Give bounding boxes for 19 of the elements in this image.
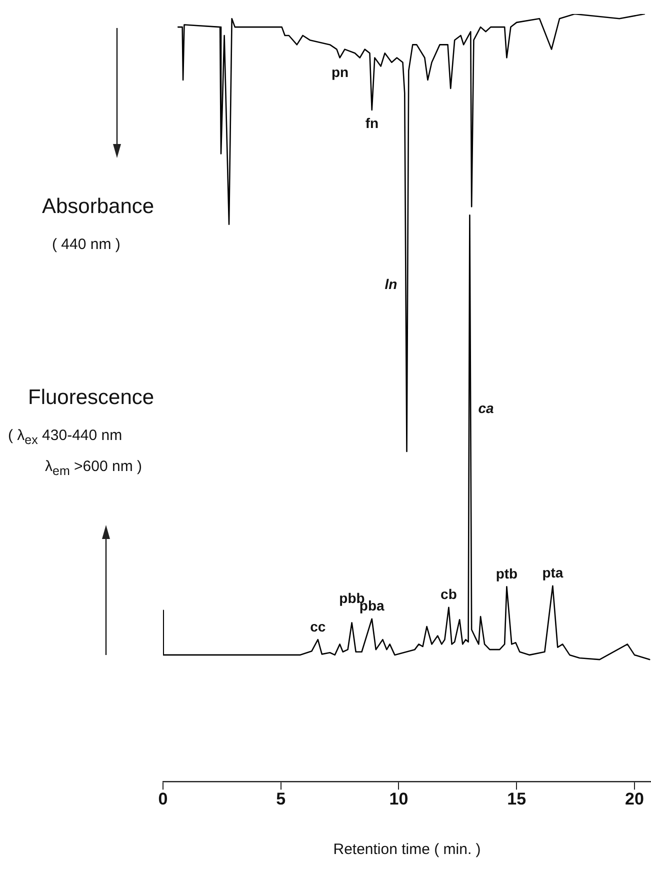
annotation: pta — [542, 564, 564, 581]
annotation: ptb — [496, 565, 518, 582]
annotation: cc — [310, 618, 326, 634]
y-axis-title: Fluorescence — [28, 386, 154, 410]
x-axis-title: Retention time ( min. ) — [333, 841, 481, 858]
annotation: ln — [384, 276, 398, 292]
text: Absorbance — [42, 195, 154, 219]
annotation: cb — [440, 586, 457, 602]
text: ( 440 nm ) — [52, 236, 120, 253]
annotation: ca — [478, 400, 494, 416]
annotation: pn — [331, 64, 349, 80]
x-tick-label: 5 — [276, 789, 286, 808]
x-tick-label: 10 — [389, 789, 408, 808]
x-tick-label: 20 — [625, 789, 644, 808]
x-tick-label: 0 — [158, 789, 168, 808]
text: ( λ$_{ex}$ 430-440 nm — [8, 427, 122, 447]
text: λ$_{em}$ >600 nm ) — [45, 458, 142, 478]
annotation: fn — [365, 115, 379, 131]
x-tick-label: 15 — [507, 789, 526, 808]
